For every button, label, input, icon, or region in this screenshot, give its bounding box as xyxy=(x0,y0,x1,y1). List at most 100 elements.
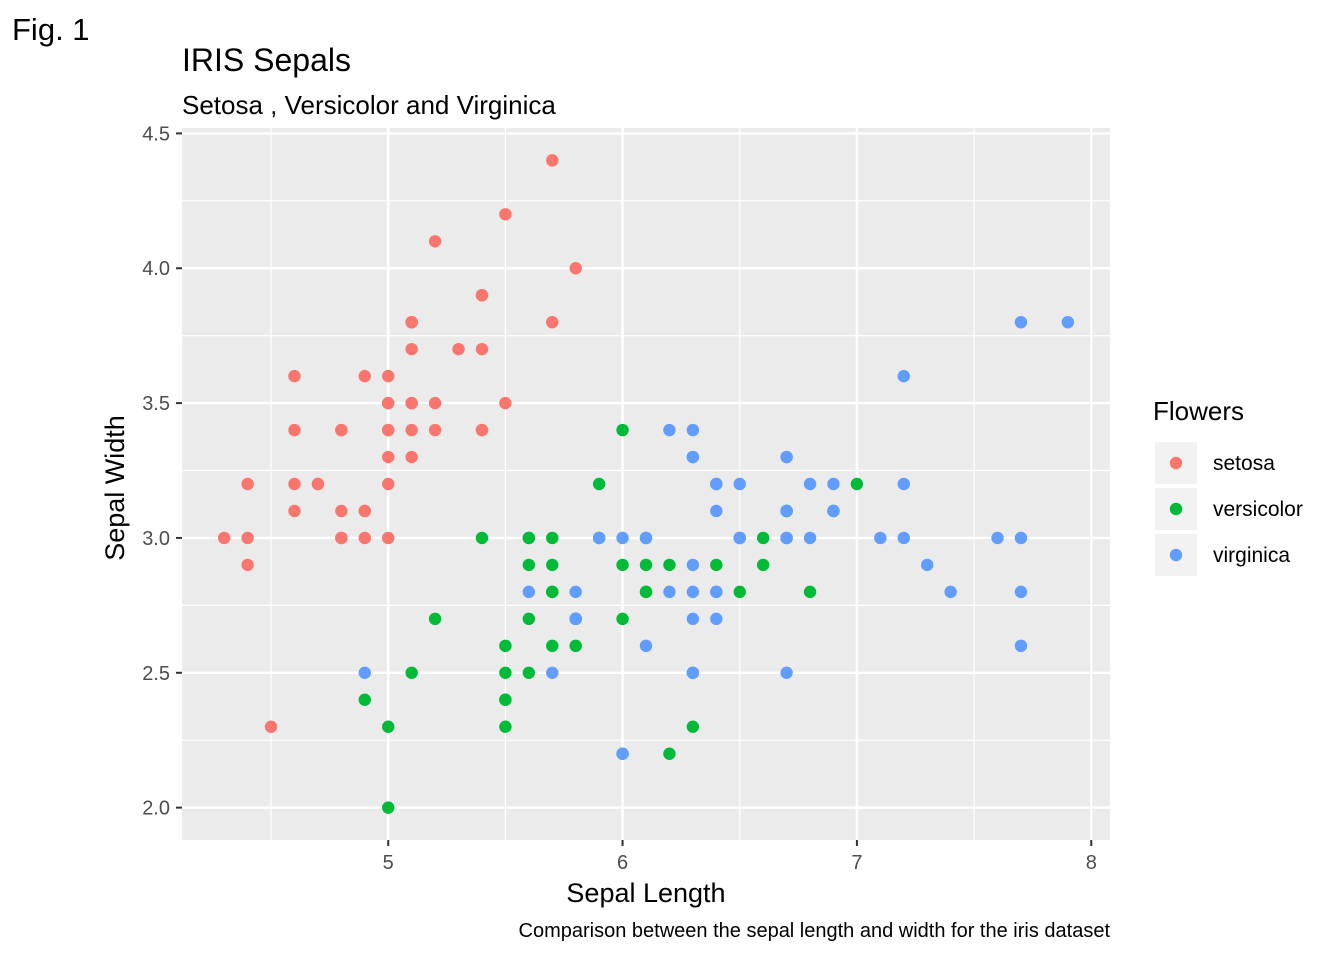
data-point-virginica xyxy=(897,477,910,491)
x-tick-label: 6 xyxy=(617,852,628,874)
data-point-virginica xyxy=(897,369,910,383)
data-point-setosa xyxy=(382,450,395,464)
data-point-virginica xyxy=(592,531,606,545)
data-point-versicolor xyxy=(499,666,512,679)
data-point-versicolor xyxy=(499,720,512,733)
data-point-virginica xyxy=(522,585,536,599)
data-point-virginica xyxy=(686,450,700,464)
chart-caption: Comparison between the sepal length and … xyxy=(518,920,1110,942)
data-point-virginica xyxy=(1014,531,1028,545)
data-point-virginica xyxy=(1014,585,1028,599)
data-point-versicolor xyxy=(756,558,770,572)
data-point-versicolor xyxy=(405,666,418,679)
data-point-versicolor xyxy=(686,720,700,733)
data-point-versicolor xyxy=(616,423,629,437)
data-point-virginica xyxy=(686,558,700,572)
data-point-setosa xyxy=(382,477,395,491)
data-point-versicolor xyxy=(663,747,676,760)
data-point-setosa xyxy=(382,531,395,545)
data-point-versicolor xyxy=(546,585,559,599)
y-tick-label: 2.5 xyxy=(142,663,170,685)
data-point-versicolor xyxy=(850,477,864,491)
data-point-versicolor xyxy=(522,666,536,679)
data-point-setosa xyxy=(475,342,489,356)
data-point-setosa xyxy=(241,477,254,491)
data-point-versicolor xyxy=(382,720,395,733)
data-point-virginica xyxy=(803,531,817,545)
data-point-virginica xyxy=(569,585,582,599)
data-point-virginica xyxy=(780,450,793,464)
data-point-versicolor xyxy=(382,801,395,814)
data-point-setosa xyxy=(288,477,301,491)
data-point-versicolor xyxy=(616,558,629,572)
data-point-virginica xyxy=(710,612,723,626)
data-point-setosa xyxy=(405,423,418,437)
data-point-setosa xyxy=(264,720,278,733)
data-point-virginica xyxy=(710,585,723,599)
data-point-versicolor xyxy=(639,585,653,599)
data-point-virginica xyxy=(733,477,746,491)
data-point-versicolor xyxy=(358,693,371,706)
data-point-versicolor xyxy=(803,585,817,599)
data-point-setosa xyxy=(241,531,254,545)
data-point-setosa xyxy=(452,342,465,356)
y-tick-label: 4.5 xyxy=(142,123,170,145)
data-point-setosa xyxy=(217,531,231,545)
data-point-versicolor xyxy=(499,693,512,706)
data-point-virginica xyxy=(686,423,700,437)
data-point-virginica xyxy=(616,747,629,760)
data-point-setosa xyxy=(499,396,512,410)
data-point-versicolor xyxy=(546,558,559,572)
data-point-versicolor xyxy=(522,612,536,626)
plot-panel xyxy=(182,128,1110,840)
data-point-virginica xyxy=(639,531,653,545)
data-point-setosa xyxy=(546,154,559,167)
data-point-virginica xyxy=(803,477,817,491)
legend-swatch-versicolor xyxy=(1169,502,1183,516)
data-point-virginica xyxy=(827,504,840,518)
data-point-setosa xyxy=(288,504,301,518)
data-point-virginica xyxy=(663,423,676,437)
data-point-versicolor xyxy=(569,639,582,653)
data-point-versicolor xyxy=(639,558,653,572)
data-point-setosa xyxy=(358,531,371,545)
data-point-setosa xyxy=(546,315,559,329)
data-point-setosa xyxy=(428,396,442,410)
data-point-versicolor xyxy=(616,612,629,626)
data-point-setosa xyxy=(499,208,512,221)
data-point-virginica xyxy=(897,531,910,545)
data-point-versicolor xyxy=(592,477,606,491)
x-axis-label: Sepal Length xyxy=(566,878,725,908)
x-tick-label: 8 xyxy=(1086,852,1097,874)
data-point-virginica xyxy=(710,504,723,518)
data-point-versicolor xyxy=(663,558,676,572)
data-point-setosa xyxy=(335,423,348,437)
data-point-setosa xyxy=(405,396,418,410)
data-point-virginica xyxy=(733,531,746,545)
data-point-virginica xyxy=(780,666,793,679)
data-point-virginica xyxy=(686,612,700,626)
data-point-setosa xyxy=(358,504,371,518)
data-point-virginica xyxy=(663,585,676,599)
data-point-setosa xyxy=(382,369,395,383)
data-point-virginica xyxy=(358,666,371,679)
data-point-virginica xyxy=(616,531,629,545)
data-point-virginica xyxy=(710,477,723,491)
y-axis: 2.0 2.5 3.0 3.5 4.0 4.5 xyxy=(142,123,182,820)
data-point-versicolor xyxy=(756,531,770,545)
data-point-setosa xyxy=(569,262,582,275)
x-tick-label: 7 xyxy=(851,852,862,874)
data-point-virginica xyxy=(874,531,887,545)
data-point-virginica xyxy=(569,612,582,626)
data-point-setosa xyxy=(405,315,418,329)
data-point-versicolor xyxy=(428,612,442,626)
data-point-setosa xyxy=(335,504,348,518)
data-point-virginica xyxy=(827,477,840,491)
data-point-virginica xyxy=(639,639,653,653)
data-point-virginica xyxy=(1061,315,1075,329)
data-point-versicolor xyxy=(522,531,536,545)
data-point-versicolor xyxy=(733,585,746,599)
data-point-setosa xyxy=(241,558,254,572)
data-point-virginica xyxy=(780,504,793,518)
